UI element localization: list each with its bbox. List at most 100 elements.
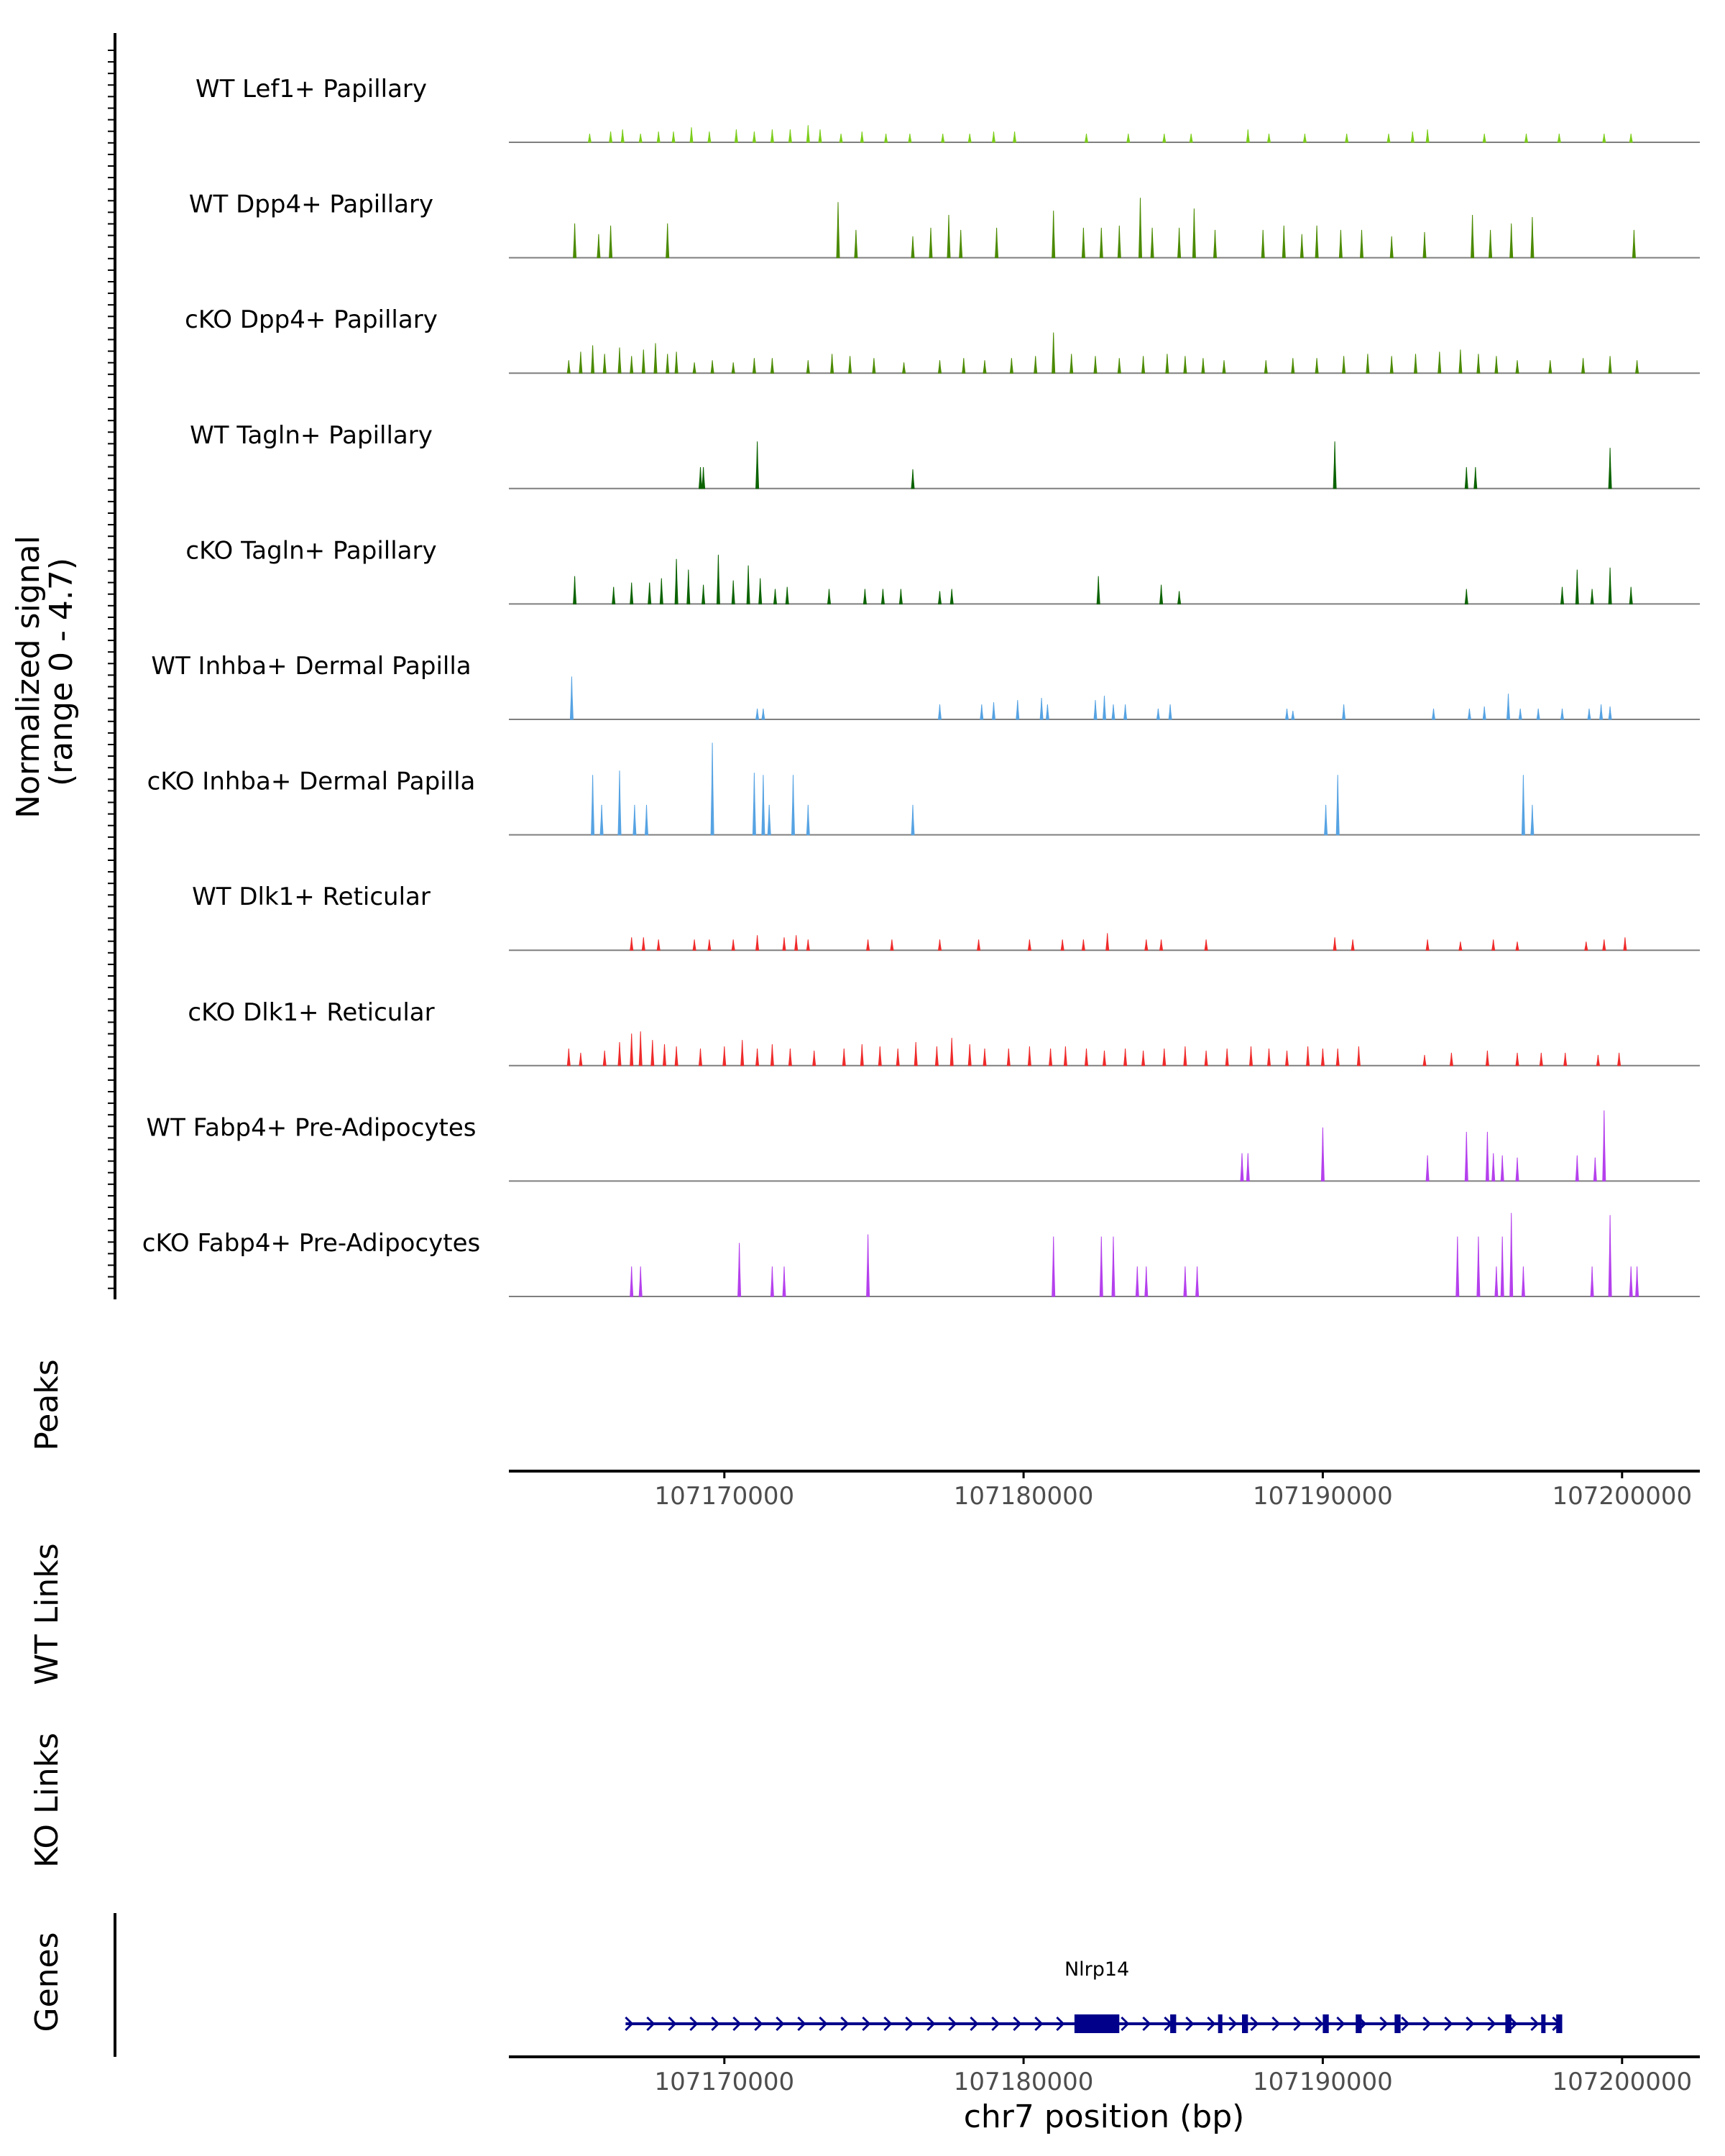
signal-peak (767, 804, 771, 836)
signal-peak (1575, 569, 1579, 604)
signal-peak (908, 134, 912, 143)
signal-peak (707, 132, 712, 143)
signal-peak (1351, 939, 1355, 951)
signal-peak (983, 1048, 987, 1067)
signal-peak (579, 1052, 583, 1067)
signal-peak (1623, 937, 1627, 951)
signal-peak (698, 1048, 703, 1067)
signal-peak (630, 582, 634, 604)
y-axis (108, 33, 116, 1299)
signal-peak (1356, 1046, 1361, 1067)
signal-peak (806, 125, 810, 143)
signal-peak (947, 214, 951, 259)
signal-peak (617, 770, 622, 836)
signal-peak (860, 132, 864, 143)
signal-peak (1144, 1266, 1149, 1297)
signal-peak (1464, 589, 1468, 604)
strand-arrow-icon (1444, 2016, 1453, 2032)
genes-x-ticks: 107170000 107180000 107190000 107200000 (654, 2057, 1692, 2096)
signal-peak (854, 229, 858, 259)
signal-peak (1333, 937, 1337, 951)
gene-exon (1356, 2014, 1362, 2033)
signal-peak (1141, 356, 1146, 374)
strand-arrow-icon (754, 2016, 763, 2032)
signal-peak (566, 360, 571, 374)
strand-arrow-icon (1207, 2016, 1216, 2032)
strand-arrow-icon (862, 2016, 871, 2032)
signal-peak (662, 1044, 667, 1067)
signal-peak (1291, 358, 1295, 374)
track-3: cKO Dpp4+ Papillary (185, 305, 1700, 374)
signal-peak (1213, 229, 1218, 259)
gene-exon (1394, 2014, 1401, 2033)
signal-peak (659, 578, 663, 604)
signal-peak (1506, 694, 1511, 720)
signal-peak (1335, 775, 1340, 836)
signal-peak (1602, 134, 1606, 143)
signal-peak (773, 589, 778, 604)
signal-peak (1491, 1153, 1496, 1181)
signal-peak (666, 354, 670, 374)
signal-peak (911, 804, 915, 836)
signal-peak (1315, 358, 1319, 374)
track-7: cKO Inhba+ Dermal Papilla (147, 742, 1700, 836)
signal-peak (620, 129, 625, 143)
signal-peak (1389, 356, 1394, 374)
signal-peak (991, 702, 996, 720)
signal-peak (1016, 700, 1020, 720)
signal-peak (1548, 360, 1552, 374)
gene-exon (1074, 2014, 1120, 2033)
signal-peak (1204, 939, 1208, 951)
strand-arrow-icon (1056, 2016, 1065, 2032)
signal-peak (1225, 1048, 1229, 1067)
signal-peak (609, 225, 613, 259)
signal-peak (1111, 704, 1116, 720)
strand-arrow-icon (1271, 2016, 1281, 2032)
x-tick-label: 107200000 (1552, 1482, 1692, 1511)
signal-peak (1102, 1050, 1107, 1067)
signal-peak (686, 569, 691, 604)
signal-peak (1320, 1127, 1325, 1181)
signal-peak (1013, 132, 1017, 143)
x-tick-label: 107170000 (654, 1482, 794, 1511)
x-tick-label: 107170000 (654, 2068, 794, 2096)
signal-peak (1222, 360, 1226, 374)
signal-peak (599, 804, 604, 836)
signal-peak (1159, 939, 1164, 951)
signal-peak (848, 356, 852, 374)
signal-peak (934, 1046, 939, 1067)
strand-arrow-icon (776, 2016, 785, 2032)
signal-peak (761, 775, 765, 836)
strand-arrow-icon (926, 2016, 936, 2032)
signal-peak (617, 347, 622, 374)
signal-peak (1093, 356, 1098, 374)
signal-peak (755, 709, 760, 720)
signal-peak (827, 589, 832, 604)
x-axis-label: chr7 position (bp) (964, 2099, 1245, 2135)
track-label: WT Dlk1+ Reticular (192, 883, 431, 911)
signal-peak (752, 773, 756, 836)
signal-peak (1342, 356, 1346, 374)
signal-peak (1165, 354, 1169, 374)
signal-peak (740, 1040, 745, 1067)
signal-peak (1458, 349, 1463, 374)
strand-arrow-icon (1228, 2016, 1238, 2032)
signal-peak (995, 227, 999, 259)
signal-peak (812, 1050, 816, 1067)
track-label: cKO Fabp4+ Pre-Adipocytes (142, 1229, 481, 1258)
signal-peak (630, 937, 634, 951)
signal-peak (650, 1040, 655, 1067)
track-label: WT Tagln+ Papillary (190, 421, 433, 450)
y-axis-label: Normalized signal (range 0 - 4.7) (10, 525, 80, 819)
signal-peak (1593, 1157, 1597, 1181)
signal-peak (1117, 225, 1121, 259)
strand-arrow-icon (1034, 2016, 1044, 2032)
signal-peak (653, 343, 658, 374)
signal-peak (962, 358, 966, 374)
signal-peak (630, 356, 634, 374)
strand-arrow-icon (970, 2016, 979, 2032)
signal-peak (937, 704, 942, 720)
signal-peak (1009, 358, 1013, 374)
signal-peak (731, 362, 735, 374)
track-label: cKO Inhba+ Dermal Papilla (147, 768, 476, 796)
